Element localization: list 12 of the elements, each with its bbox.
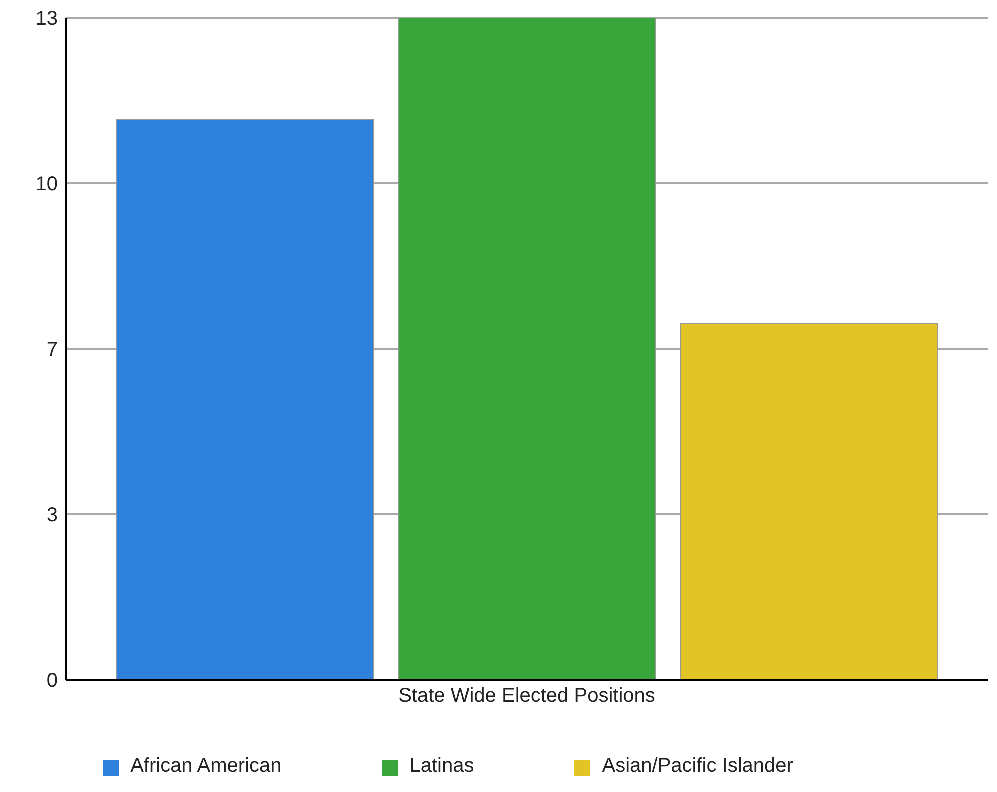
legend-label: African American [130, 755, 282, 777]
y-tick-label: 7 [46, 339, 58, 362]
bar [680, 323, 938, 680]
y-tick-label: 10 [36, 174, 58, 196]
y-tick-label: 13 [36, 8, 58, 30]
x-tick-label: State Wide Elected Positions [398, 685, 656, 708]
bar [116, 119, 374, 680]
legend-label: Asian/Pacific Islander [602, 755, 794, 777]
y-tick-label: 3 [46, 504, 58, 527]
bar [398, 18, 656, 680]
legend-label: Latinas [410, 755, 474, 777]
y-tick-label: 0 [46, 670, 58, 692]
